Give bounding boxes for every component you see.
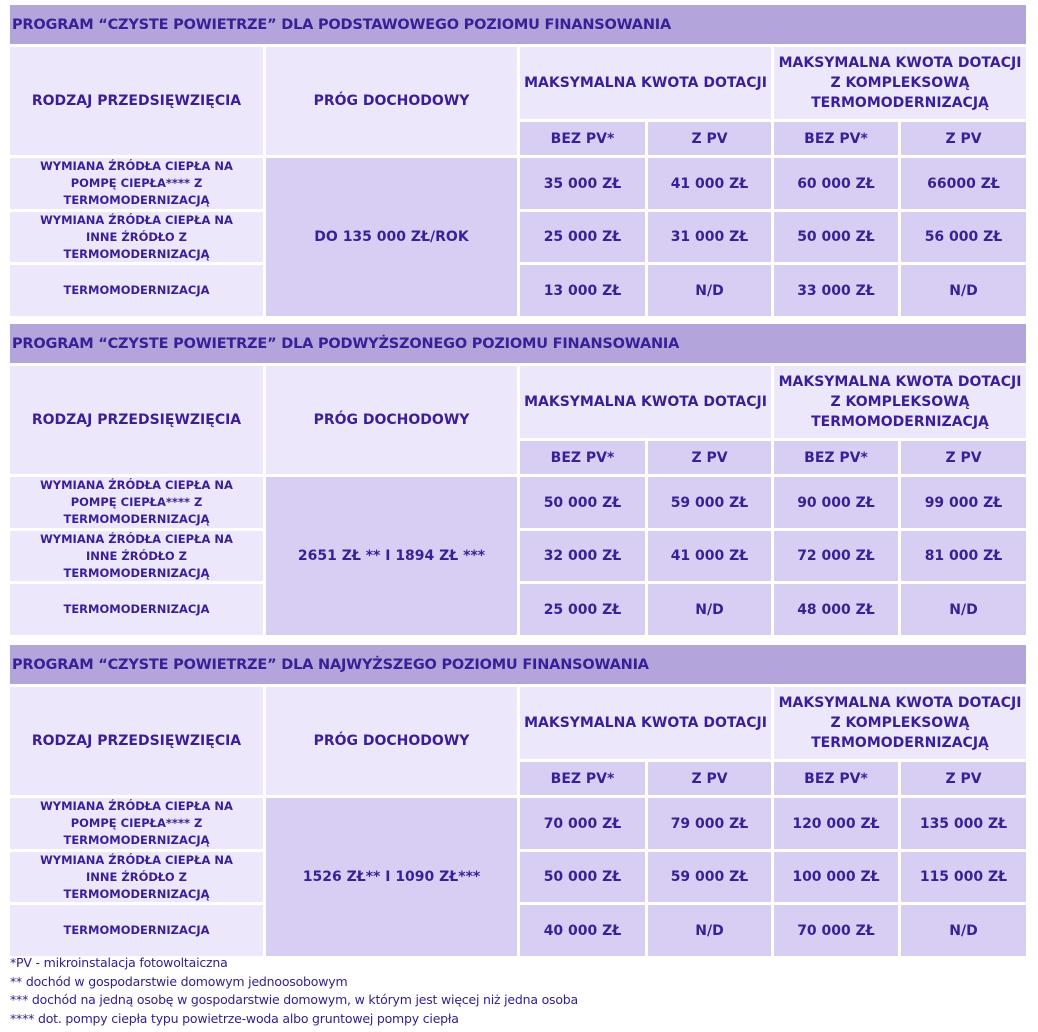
grant-value: 33 000 ZŁ	[774, 265, 898, 316]
income-threshold: DO 135 000 ZŁ/ROK	[266, 158, 517, 316]
without-pv-header: BEZ PV*	[774, 762, 898, 795]
project-type: TERMOMODERNIZACJA	[10, 584, 263, 635]
funding-table: PROGRAM “CZYSTE POWIETRZE” DLA NAJWYŻSZE…	[10, 645, 1026, 956]
table-title: PROGRAM “CZYSTE POWIETRZE” DLA PODSTAWOW…	[10, 5, 1026, 44]
without-pv-header: BEZ PV*	[520, 122, 645, 155]
without-pv-header: BEZ PV*	[774, 122, 898, 155]
grant-value: 70 000 ZŁ	[520, 798, 645, 849]
grant-value: 25 000 ZŁ	[520, 584, 645, 635]
threshold-header: PRÓG DOCHODOWY	[266, 366, 517, 474]
grant-value: 79 000 ZŁ	[648, 798, 771, 849]
grant-value: 72 000 ZŁ	[774, 531, 898, 581]
grant-value: 32 000 ZŁ	[520, 531, 645, 581]
without-pv-header: BEZ PV*	[520, 441, 645, 474]
grant-value: N/D	[648, 265, 771, 316]
grant-value: 66000 ZŁ	[901, 158, 1026, 209]
footnote: *** dochód na jedną osobę w gospodarstwi…	[10, 992, 579, 1007]
rodzaj-header: RODZAJ PRZEDSIĘWZIĘCIA	[10, 687, 263, 795]
grant-value: 70 000 ZŁ	[774, 905, 898, 956]
project-type: WYMIANA ŹRÓDŁA CIEPŁA NA POMPĘ CIEPŁA***…	[10, 798, 263, 849]
grant-value: N/D	[901, 265, 1026, 316]
grant-value: 59 000 ZŁ	[648, 852, 771, 902]
footnote: *PV - mikroinstalacja fotowoltaiczna	[10, 955, 228, 970]
table-title: PROGRAM “CZYSTE POWIETRZE” DLA PODWYŻSZO…	[10, 324, 1026, 363]
project-type: WYMIANA ŹRÓDŁA CIEPŁA NA POMPĘ CIEPŁA***…	[10, 477, 263, 528]
grant-value: 56 000 ZŁ	[901, 212, 1026, 262]
grant-value: 81 000 ZŁ	[901, 531, 1026, 581]
grant-value: 40 000 ZŁ	[520, 905, 645, 956]
grant-value: 90 000 ZŁ	[774, 477, 898, 528]
max-grant-header: MAKSYMALNA KWOTA DOTACJI	[520, 366, 771, 438]
grant-value: 120 000 ZŁ	[774, 798, 898, 849]
threshold-header: PRÓG DOCHODOWY	[266, 47, 517, 155]
footnotes: *PV - mikroinstalacja fotowoltaiczna ** …	[10, 954, 578, 1028]
without-pv-header: BEZ PV*	[520, 762, 645, 795]
funding-table: PROGRAM “CZYSTE POWIETRZE” DLA PODSTAWOW…	[10, 5, 1026, 316]
grant-value: 50 000 ZŁ	[520, 477, 645, 528]
threshold-header: PRÓG DOCHODOWY	[266, 687, 517, 795]
project-type: TERMOMODERNIZACJA	[10, 265, 263, 316]
grant-value: 50 000 ZŁ	[520, 852, 645, 902]
income-threshold: 2651 ZŁ ** I 1894 ZŁ ***	[266, 477, 517, 635]
max-grant-header: MAKSYMALNA KWOTA DOTACJI	[520, 47, 771, 119]
with-pv-header: Z PV	[648, 762, 771, 795]
grant-value: N/D	[901, 905, 1026, 956]
grant-value: 25 000 ZŁ	[520, 212, 645, 262]
with-pv-header: Z PV	[648, 441, 771, 474]
grant-value: N/D	[648, 905, 771, 956]
with-pv-header: Z PV	[901, 441, 1026, 474]
grant-value: 41 000 ZŁ	[648, 531, 771, 581]
with-pv-header: Z PV	[901, 122, 1026, 155]
grant-value: N/D	[648, 584, 771, 635]
grant-value: 60 000 ZŁ	[774, 158, 898, 209]
grant-value: 50 000 ZŁ	[774, 212, 898, 262]
grant-value: 48 000 ZŁ	[774, 584, 898, 635]
grant-value: 31 000 ZŁ	[648, 212, 771, 262]
project-type: WYMIANA ŹRÓDŁA CIEPŁA NA INNE ŹRÓDŁO Z T…	[10, 852, 263, 902]
with-pv-header: Z PV	[901, 762, 1026, 795]
max-grant-header: MAKSYMALNA KWOTA DOTACJI	[520, 687, 771, 759]
project-type: WYMIANA ŹRÓDŁA CIEPŁA NA POMPĘ CIEPŁA***…	[10, 158, 263, 209]
footnote: **** dot. pompy ciepła typu powietrze-wo…	[10, 1010, 459, 1026]
grant-value: 13 000 ZŁ	[520, 265, 645, 316]
grant-value: 100 000 ZŁ	[774, 852, 898, 902]
project-type: TERMOMODERNIZACJA	[10, 905, 263, 956]
max-grant-complex-header: MAKSYMALNA KWOTA DOTACJI Z KOMPLEKSOWĄ T…	[774, 687, 1026, 759]
project-type: WYMIANA ŹRÓDŁA CIEPŁA NA INNE ŹRÓDŁO Z T…	[10, 212, 263, 262]
rodzaj-header: RODZAJ PRZEDSIĘWZIĘCIA	[10, 366, 263, 474]
grant-value: 41 000 ZŁ	[648, 158, 771, 209]
grant-value: 35 000 ZŁ	[520, 158, 645, 209]
table-title: PROGRAM “CZYSTE POWIETRZE” DLA NAJWYŻSZE…	[10, 645, 1026, 684]
rodzaj-header: RODZAJ PRZEDSIĘWZIĘCIA	[10, 47, 263, 155]
grant-value: 99 000 ZŁ	[901, 477, 1026, 528]
footnote: ** dochód w gospodarstwie domowym jednoo…	[10, 973, 348, 989]
funding-table: PROGRAM “CZYSTE POWIETRZE” DLA PODWYŻSZO…	[10, 324, 1026, 635]
without-pv-header: BEZ PV*	[774, 441, 898, 474]
grant-value: N/D	[901, 584, 1026, 635]
grant-value: 59 000 ZŁ	[648, 477, 771, 528]
income-threshold: 1526 ZŁ** I 1090 ZŁ***	[266, 798, 517, 956]
max-grant-complex-header: MAKSYMALNA KWOTA DOTACJI Z KOMPLEKSOWĄ T…	[774, 47, 1026, 119]
grant-value: 135 000 ZŁ	[901, 798, 1026, 849]
grant-value: 115 000 ZŁ	[901, 852, 1026, 902]
with-pv-header: Z PV	[648, 122, 771, 155]
project-type: WYMIANA ŹRÓDŁA CIEPŁA NA INNE ŹRÓDŁO Z T…	[10, 531, 263, 581]
max-grant-complex-header: MAKSYMALNA KWOTA DOTACJI Z KOMPLEKSOWĄ T…	[774, 366, 1026, 438]
